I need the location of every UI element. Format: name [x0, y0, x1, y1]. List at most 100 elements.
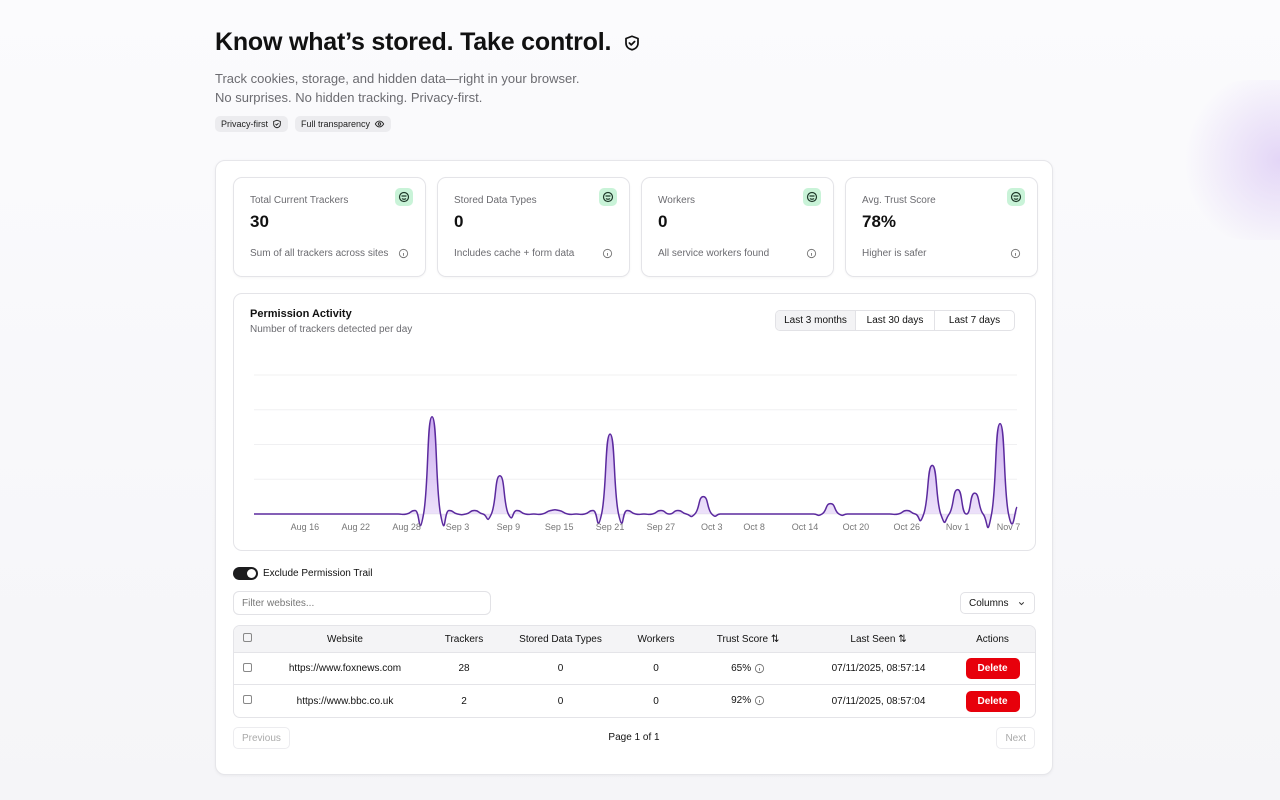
last-seen-label: Last Seen	[850, 633, 896, 645]
info-icon[interactable]	[602, 248, 613, 259]
x-tick-label: Sep 15	[545, 522, 574, 532]
x-tick-label: Aug 16	[291, 522, 320, 532]
chevron-down-icon	[1017, 599, 1026, 608]
shield-check-icon	[623, 34, 641, 52]
col-trackers: Trackers	[430, 626, 498, 653]
status-face-icon	[599, 188, 617, 206]
info-icon[interactable]	[754, 695, 765, 706]
page-title: Know what’s stored. Take control.	[215, 28, 641, 57]
series-area	[254, 416, 1017, 528]
stat-card: Workers 0 All service workers found	[641, 177, 834, 277]
actions-cell: Delete	[950, 653, 1035, 685]
workers-cell: 0	[653, 695, 659, 707]
table-row: https://www.foxnews.com 28 0 0 65% 07/11…	[234, 653, 1035, 685]
col-trust-score[interactable]: Trust Score ⇅	[689, 626, 807, 653]
permission-activity-card: Permission Activity Number of trackers d…	[233, 293, 1036, 551]
row-select-cell	[234, 685, 260, 717]
trackers-cell: 28	[430, 653, 498, 685]
last-seen-cell: 07/11/2025, 08:57:14	[807, 653, 950, 685]
trust-score-cell: 65%	[689, 653, 807, 685]
delete-button[interactable]: Delete	[965, 690, 1020, 712]
x-tick-label: Oct 14	[792, 522, 819, 532]
x-tick-label: Sep 3	[446, 522, 470, 532]
stat-note: Higher is safer	[862, 248, 927, 259]
stored-cell: 0	[498, 653, 623, 685]
sort-icon: ⇅	[898, 633, 907, 645]
actions-cell: Delete	[950, 685, 1035, 717]
stat-card: Stored Data Types 0 Includes cache + for…	[437, 177, 630, 277]
delete-button[interactable]: Delete	[965, 658, 1020, 679]
columns-label: Columns	[969, 597, 1009, 609]
badge-label: Privacy-first	[221, 119, 268, 129]
x-tick-label: Nov 7	[997, 522, 1021, 532]
hero-line-1: Track cookies, storage, and hidden data—…	[215, 71, 580, 86]
dashboard-card: Total Current Trackers 30 Sum of all tra…	[215, 160, 1053, 775]
websites-table: Website Trackers Stored Data Types Worke…	[233, 625, 1036, 718]
badge-privacy-first: Privacy-first	[215, 116, 288, 132]
status-face-icon	[803, 188, 821, 206]
info-icon[interactable]	[398, 248, 409, 259]
stat-label: Workers	[658, 195, 696, 206]
stat-value: 0	[454, 212, 464, 231]
stat-value: 30	[250, 212, 269, 231]
filter-websites-input[interactable]	[233, 591, 491, 615]
stat-note: Sum of all trackers across sites	[250, 248, 389, 259]
chart-title: Permission Activity	[250, 308, 352, 320]
col-stored-data-types: Stored Data Types	[498, 626, 623, 653]
badge-full-transparency: Full transparency	[295, 116, 392, 132]
stat-label: Avg. Trust Score	[862, 195, 936, 206]
toggle-label: Exclude Permission Trail	[263, 568, 373, 579]
stat-note: Includes cache + form data	[454, 248, 575, 259]
x-tick-label: Oct 3	[701, 522, 723, 532]
hero: Know what’s stored. Take control. Track …	[215, 28, 641, 132]
range-last-30-days[interactable]: Last 30 days	[855, 311, 934, 330]
x-tick-label: Sep 21	[596, 522, 625, 532]
stat-label: Stored Data Types	[454, 195, 537, 206]
sort-icon: ⇅	[770, 633, 780, 645]
activity-chart: Aug 16 Aug 22 Aug 28 Sep 3 Sep 9 Sep 15 Sep 21…	[254, 374, 1021, 532]
row-checkbox[interactable]	[242, 695, 252, 704]
next-button[interactable]: Next	[996, 727, 1035, 749]
website-cell: https://www.foxnews.com	[260, 653, 430, 685]
range-last-7-days[interactable]: Last 7 days	[934, 311, 1014, 330]
shield-check-icon	[272, 119, 282, 129]
trust-score-label: Trust Score	[716, 633, 769, 645]
website-cell: https://www.bbc.co.uk	[296, 695, 394, 707]
last-seen-cell: 07/11/2025, 08:57:04	[831, 695, 926, 707]
col-workers: Workers	[623, 626, 689, 653]
series-line	[254, 415, 1018, 529]
x-tick-label: Sep 27	[647, 522, 676, 532]
status-face-icon	[395, 188, 413, 206]
badge-label: Full transparency	[301, 119, 371, 129]
stat-card: Avg. Trust Score 78% Higher is safer	[845, 177, 1038, 277]
stat-label: Total Current Trackers	[250, 195, 349, 206]
select-all-cell	[234, 626, 260, 653]
table-row: https://www.bbc.co.uk 2 0 0 92% 07/11/20…	[234, 685, 1035, 717]
x-tick-label: Aug 22	[341, 522, 370, 532]
stored-cell: 0	[557, 695, 564, 707]
range-last-3-months[interactable]: Last 3 months	[776, 311, 855, 330]
stat-note: All service workers found	[658, 248, 770, 259]
trust-score-value: 92%	[731, 695, 752, 707]
columns-dropdown[interactable]: Columns	[960, 592, 1035, 614]
exclude-permission-trail-row: Exclude Permission Trail	[233, 567, 372, 580]
trust-score-cell: 92%	[689, 685, 807, 717]
col-website: Website	[260, 626, 430, 653]
row-select-cell	[234, 653, 260, 685]
select-all-checkbox[interactable]	[242, 633, 252, 642]
range-selector: Last 3 months Last 30 days Last 7 days	[775, 310, 1015, 331]
trust-score-value: 65%	[731, 663, 752, 675]
info-icon[interactable]	[806, 248, 817, 259]
x-tick-label: Oct 8	[743, 522, 765, 532]
x-tick-label: Oct 26	[894, 522, 921, 532]
x-tick-label: Sep 9	[497, 522, 521, 532]
previous-button[interactable]: Previous	[233, 727, 290, 749]
col-actions: Actions	[950, 626, 1035, 653]
hero-line-2: No surprises. No hidden tracking. Privac…	[215, 90, 483, 105]
exclude-permission-trail-toggle[interactable]	[233, 567, 258, 580]
row-checkbox[interactable]	[242, 662, 252, 672]
info-icon[interactable]	[1010, 248, 1021, 259]
info-icon[interactable]	[754, 663, 765, 674]
title-text: Know what’s stored. Take control.	[215, 28, 612, 56]
col-last-seen[interactable]: Last Seen ⇅	[807, 626, 950, 653]
